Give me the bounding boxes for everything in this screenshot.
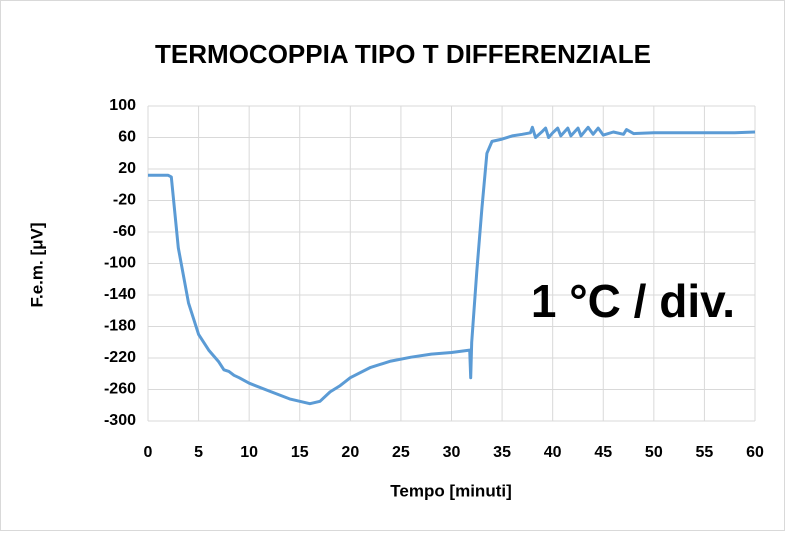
x-tick-label: 5: [194, 444, 203, 461]
y-tick-label: -140: [104, 286, 136, 303]
x-tick-label: 40: [544, 444, 562, 461]
x-tick-label: 10: [240, 444, 258, 461]
y-tick-label: -60: [113, 223, 136, 240]
y-tick-label: 20: [118, 160, 136, 177]
chart-title: TERMOCOPPIA TIPO T DIFFERENZIALE: [155, 39, 651, 69]
y-tick-label: -180: [104, 318, 136, 335]
x-tick-label: 50: [645, 444, 663, 461]
y-tick-label: -20: [113, 192, 136, 209]
y-axis-label: F.e.m. [μV]: [27, 222, 46, 307]
x-tick-label: 60: [746, 444, 764, 461]
x-axis-label: Tempo [minuti]: [390, 481, 512, 500]
y-tick-label: -100: [104, 255, 136, 272]
x-tick-label: 45: [594, 444, 612, 461]
x-tick-label: 30: [443, 444, 461, 461]
y-tick-label: -220: [104, 349, 136, 366]
y-tick-label: -300: [104, 412, 136, 429]
x-tick-label: 0: [144, 444, 153, 461]
y-tick-label: 100: [109, 97, 136, 114]
x-tick-label: 25: [392, 444, 410, 461]
annotation: 1 °C / div.: [531, 275, 735, 327]
x-tick-label: 35: [493, 444, 511, 461]
data-line: [148, 125, 756, 406]
y-tick-label: -260: [104, 381, 136, 398]
x-tick-label: 55: [696, 444, 714, 461]
x-tick-label: 15: [291, 444, 309, 461]
y-tick-label: 60: [118, 129, 136, 146]
x-tick-label: 20: [341, 444, 359, 461]
